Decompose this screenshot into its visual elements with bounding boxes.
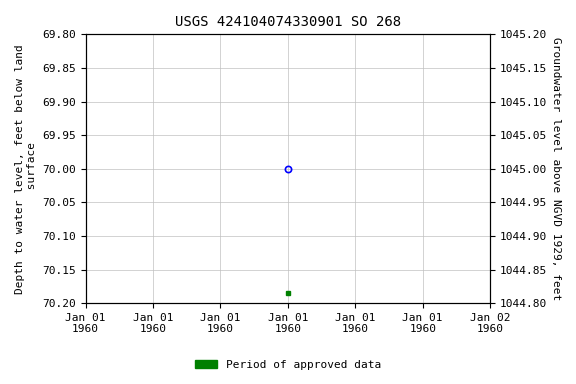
Title: USGS 424104074330901 SO 268: USGS 424104074330901 SO 268: [175, 15, 401, 29]
Legend: Period of approved data: Period of approved data: [191, 356, 385, 375]
Y-axis label: Depth to water level, feet below land
 surface: Depth to water level, feet below land su…: [15, 44, 37, 294]
Y-axis label: Groundwater level above NGVD 1929, feet: Groundwater level above NGVD 1929, feet: [551, 37, 561, 300]
